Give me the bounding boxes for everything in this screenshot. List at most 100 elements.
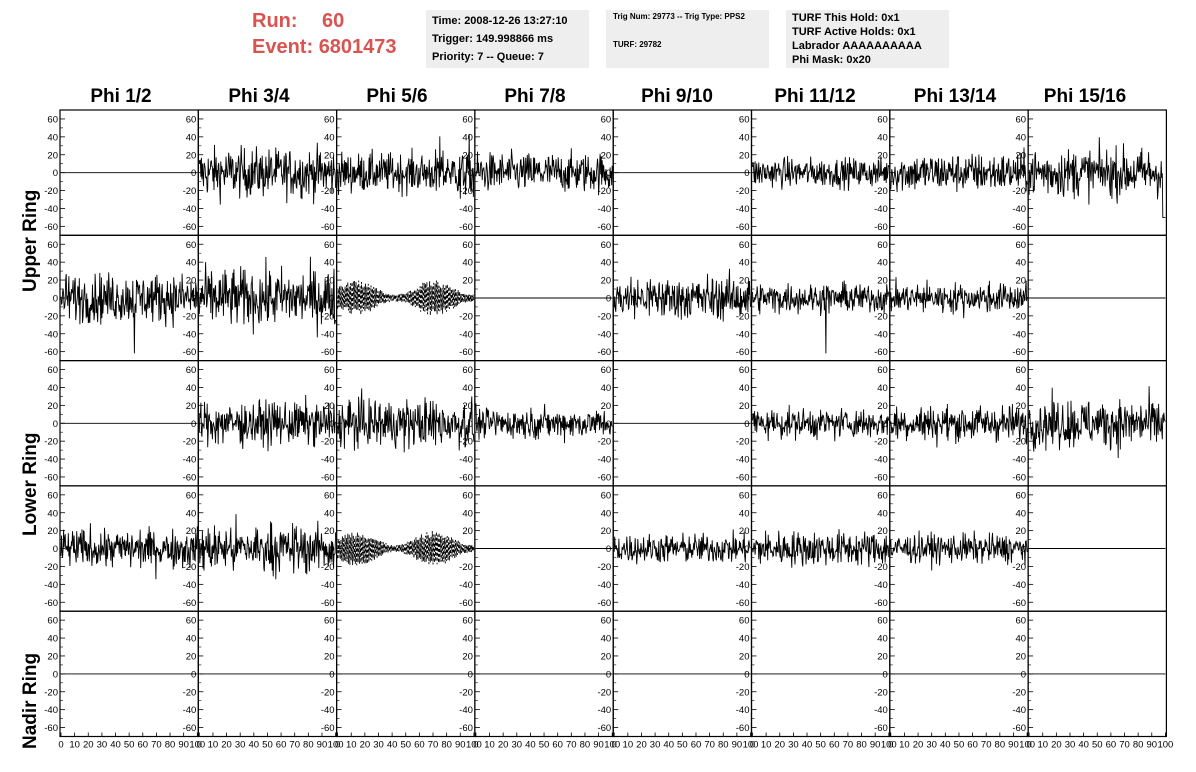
x-tick-label: 90 xyxy=(317,740,328,751)
y-tick-label: -40 xyxy=(597,455,611,466)
y-tick-label: 0 xyxy=(1021,669,1026,680)
y-tick-label: 0 xyxy=(329,419,334,430)
y-tick-label: -20 xyxy=(183,186,197,197)
y-tick-label: -60 xyxy=(736,723,750,734)
waveform-trace xyxy=(337,133,475,199)
x-tick-label: 100 xyxy=(1019,740,1035,751)
x-tick-label: 70 xyxy=(566,740,577,751)
y-tick-label: 20 xyxy=(186,401,197,412)
x-tick-label: 30 xyxy=(97,740,108,751)
y-tick-label: -20 xyxy=(183,562,197,573)
y-tick-label: -60 xyxy=(459,472,473,483)
column-header: Phi 1/2 xyxy=(90,86,152,107)
y-tick-label: -60 xyxy=(183,598,197,609)
y-tick-label: -60 xyxy=(183,347,197,358)
x-tick-label: 80 xyxy=(718,740,729,751)
y-tick-label: -60 xyxy=(736,222,750,233)
x-tick-label: 90 xyxy=(455,740,466,751)
y-tick-label: 60 xyxy=(601,365,612,376)
x-tick-label: 20 xyxy=(83,740,94,751)
y-tick-label: -20 xyxy=(874,562,888,573)
y-tick-label: 20 xyxy=(601,150,612,161)
y-tick-label: 40 xyxy=(1016,258,1027,269)
y-tick-label: 0 xyxy=(53,293,58,304)
x-tick-label: 30 xyxy=(512,740,523,751)
x-tick-label: 40 xyxy=(663,740,674,751)
waveform-trace xyxy=(60,272,198,354)
x-tick-label: 0 xyxy=(750,740,755,751)
waveform-trace xyxy=(198,514,337,580)
y-tick-label: 40 xyxy=(186,508,197,519)
y-tick-label: 0 xyxy=(744,293,749,304)
y-tick-label: 20 xyxy=(324,276,335,287)
x-tick-label: 40 xyxy=(940,740,951,751)
y-tick-label: -20 xyxy=(597,562,611,573)
y-tick-label: -60 xyxy=(736,472,750,483)
y-tick-label: 0 xyxy=(329,293,334,304)
y-tick-label: -60 xyxy=(874,598,888,609)
x-tick-label: 60 xyxy=(691,740,702,751)
y-tick-label: 0 xyxy=(883,544,888,555)
y-tick-label: 40 xyxy=(877,132,888,143)
x-tick-label: 60 xyxy=(414,740,425,751)
y-tick-label: 40 xyxy=(324,383,335,394)
y-tick-label: 20 xyxy=(186,526,197,537)
y-tick-label: -40 xyxy=(1012,580,1026,591)
y-tick-label: -40 xyxy=(459,455,473,466)
y-tick-label: -60 xyxy=(1012,347,1026,358)
x-tick-label: 30 xyxy=(1065,740,1076,751)
y-tick-label: -20 xyxy=(459,186,473,197)
turf-text: TURF: 29782 xyxy=(613,40,662,49)
y-tick-label: -20 xyxy=(183,437,197,448)
y-tick-label: 60 xyxy=(47,114,58,125)
x-tick-label: 30 xyxy=(235,740,246,751)
y-tick-label: 60 xyxy=(324,240,335,251)
x-tick-label: 80 xyxy=(995,740,1006,751)
x-tick-label: 40 xyxy=(525,740,536,751)
x-tick-label: 0 xyxy=(1026,740,1031,751)
y-tick-label: 20 xyxy=(739,526,750,537)
y-tick-label: -40 xyxy=(44,705,58,716)
y-tick-label: -40 xyxy=(321,455,335,466)
y-tick-label: 20 xyxy=(462,276,473,287)
y-tick-label: 40 xyxy=(1016,132,1027,143)
y-tick-label: 0 xyxy=(53,544,58,555)
y-tick-label: 0 xyxy=(191,419,196,430)
y-tick-label: -40 xyxy=(736,705,750,716)
x-tick-label: 70 xyxy=(843,740,854,751)
column-header: Phi 5/6 xyxy=(366,86,428,107)
y-tick-label: -20 xyxy=(736,687,750,698)
y-tick-label: 0 xyxy=(744,419,749,430)
y-tick-label: -20 xyxy=(44,311,58,322)
x-tick-label: 40 xyxy=(249,740,260,751)
y-tick-label: 0 xyxy=(744,544,749,555)
y-tick-label: 0 xyxy=(468,293,473,304)
y-tick-label: -40 xyxy=(44,204,58,215)
y-tick-label: -20 xyxy=(736,311,750,322)
y-tick-label: 60 xyxy=(186,490,197,501)
x-tick-label: 30 xyxy=(650,740,661,751)
y-tick-label: 60 xyxy=(739,490,750,501)
y-tick-label: -60 xyxy=(44,723,58,734)
x-tick-label: 50 xyxy=(124,740,135,751)
y-tick-label: 60 xyxy=(47,365,58,376)
x-tick-label: 30 xyxy=(788,740,799,751)
column-header: Phi 7/8 xyxy=(504,86,566,107)
x-tick-label: 0 xyxy=(473,740,478,751)
y-tick-label: 20 xyxy=(47,651,58,662)
x-tick-label: 70 xyxy=(151,740,162,751)
y-tick-label: 0 xyxy=(468,669,473,680)
x-tick-label: 70 xyxy=(981,740,992,751)
y-tick-label: -20 xyxy=(321,687,335,698)
y-tick-label: -40 xyxy=(736,580,750,591)
x-tick-label: 80 xyxy=(856,740,867,751)
y-tick-label: -60 xyxy=(459,723,473,734)
y-tick-label: 20 xyxy=(186,150,197,161)
y-tick-label: -40 xyxy=(874,705,888,716)
y-tick-label: 20 xyxy=(324,150,335,161)
x-tick-label: 0 xyxy=(888,740,893,751)
y-tick-label: 0 xyxy=(744,669,749,680)
x-tick-label: 50 xyxy=(1092,740,1103,751)
y-tick-label: -60 xyxy=(459,222,473,233)
y-tick-label: 40 xyxy=(601,634,612,645)
